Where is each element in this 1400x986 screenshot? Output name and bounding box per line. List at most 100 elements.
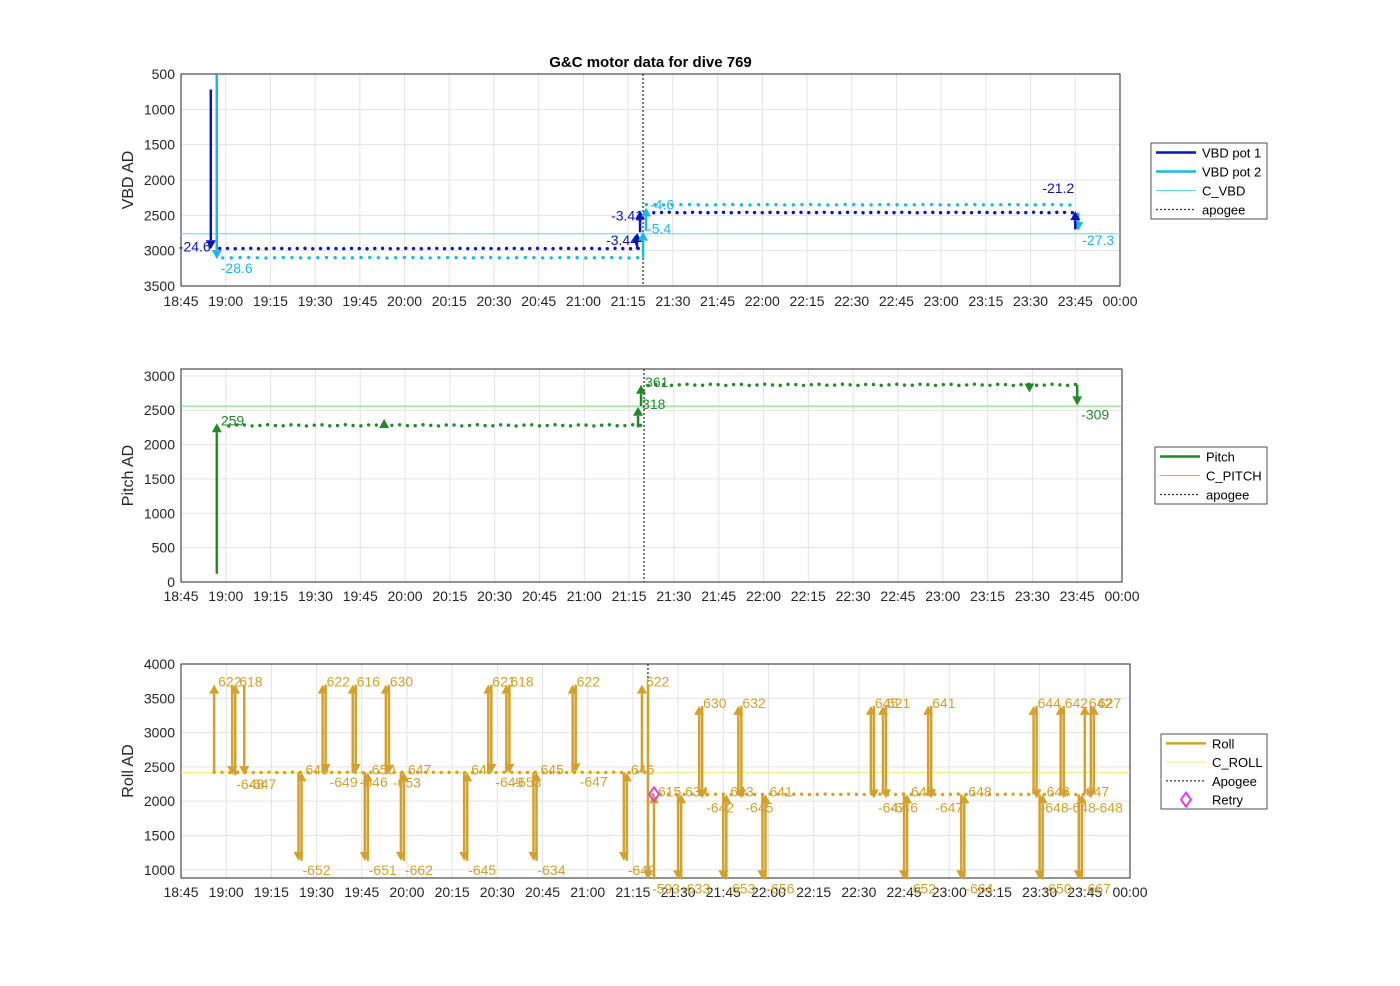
sample-point [782,203,787,207]
sample-point [635,770,639,774]
sample-point [862,792,866,797]
sample-point [791,210,795,215]
sample-point [1042,792,1047,797]
sample-point [238,255,242,260]
move-label: -4.6 [650,197,674,213]
sample-point [1033,203,1038,207]
sample-point [396,246,400,251]
sample-point [938,210,943,215]
x-tick-label: 23:30 [1015,588,1050,604]
y-axis-label: Pitch AD [120,445,137,506]
move-label: -27.3 [1082,232,1114,248]
sample-point [972,382,977,386]
move-arrow-head [642,870,653,880]
sample-point [229,256,234,260]
sample-point [411,255,415,260]
x-tick-label: 19:45 [344,884,379,900]
move-arrow-head [486,764,497,774]
sample-point [452,423,456,427]
chart-title: G&C motor data for dive 769 [549,54,752,71]
sample-point [218,246,222,251]
plot-area [181,369,1122,582]
move-label: 645 [540,761,564,777]
sample-point [999,202,1003,207]
sample-point [290,255,294,260]
sample-point [853,210,857,215]
x-tick-label: 19:30 [298,588,333,604]
panel-1: 18:45 19:00 19:15 19:30 19:45 20:00 20:15 20:30… [120,54,1268,309]
sample-point [329,770,334,775]
sample-point [993,211,997,215]
sample-point [801,383,806,388]
sample-point [980,383,984,387]
sample-point [478,770,483,774]
sample-point [840,382,845,386]
move-label: 632 [742,695,766,711]
move-arrow-head [636,384,647,394]
sample-point [470,770,475,775]
x-tick-label: 22:15 [791,588,826,604]
x-tick-label: 20:30 [480,884,515,900]
sample-point [713,203,718,207]
sample-point [729,210,733,215]
sample-point [956,792,960,796]
sample-point [615,424,619,428]
sample-point [306,770,310,775]
x-tick-label: 21:45 [701,588,736,604]
x-tick-label: 21:30 [661,884,696,900]
x-tick-label: 20:30 [476,293,511,309]
sample-point [610,255,614,260]
sample-point [411,246,416,251]
sample-point [1070,211,1075,215]
sample-point [1007,202,1012,207]
sample-point [774,202,778,207]
move-label: -5.4 [647,221,671,237]
sample-point [575,256,579,260]
sample-point [514,424,518,428]
sample-point [568,424,573,428]
sample-point [1016,203,1020,207]
sample-point [419,247,423,251]
sample-point [423,770,428,774]
sample-point [592,424,596,428]
move-arrow-head [1072,396,1083,406]
sample-point [887,383,891,387]
y-tick-label: 3500 [144,278,175,294]
sample-point [825,383,829,387]
move-arrow-head [209,684,220,694]
sample-point [258,423,262,428]
sample-point [760,210,764,215]
move-arrow-head [320,764,331,774]
sample-point [1003,792,1007,796]
y-tick-label: 3000 [144,368,175,384]
sample-point [980,792,984,796]
sample-point [879,383,883,388]
move-label: -652 [302,862,330,878]
move-arrow-head [880,789,891,799]
retry-marker [647,785,661,804]
sample-point [564,770,569,775]
sample-point [653,202,657,207]
x-tick-label: 22:00 [746,588,781,604]
sample-point [475,423,480,427]
sample-point [915,211,919,215]
move-arrow-head [721,794,732,804]
x-tick-label: 20:00 [389,884,424,900]
sample-point [845,210,850,215]
axes-box [180,663,1131,879]
sample-point [817,382,821,386]
sample-point [964,202,968,207]
sample-point [494,770,498,775]
sample-point [988,383,992,388]
y-tick-label: 1000 [144,101,175,117]
sample-point [296,423,301,427]
x-tick-label: 22:45 [880,588,915,604]
sample-point [234,423,239,427]
move-label: -648 [1095,799,1123,815]
sample-point [698,210,702,215]
sample-point [846,792,851,796]
move-arrow-head [1070,211,1081,221]
axes-box [180,368,1123,583]
sample-point [221,256,225,260]
x-tick-label: 22:15 [796,884,831,900]
